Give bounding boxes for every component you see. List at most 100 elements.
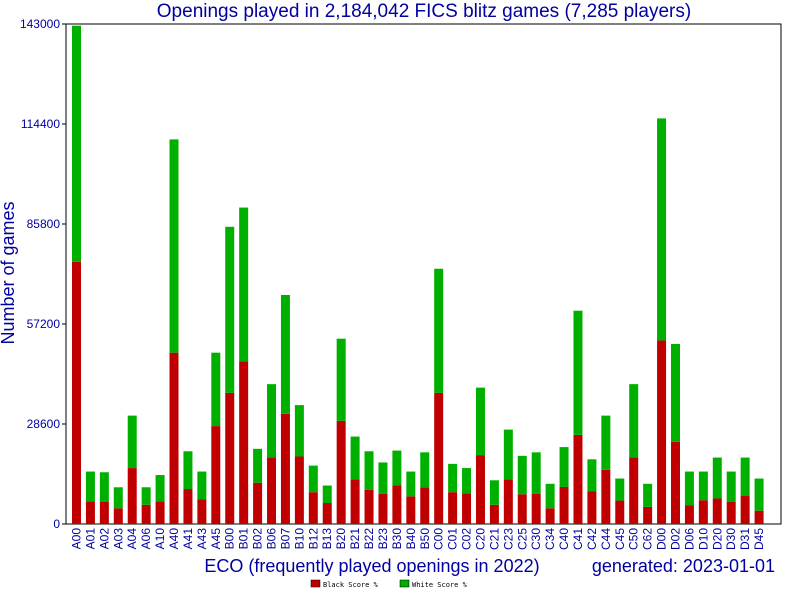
bar-black-b22	[364, 489, 374, 524]
bar-white-c40	[559, 447, 569, 487]
bar-black-a00	[72, 261, 81, 524]
bar-black-b30	[392, 485, 402, 524]
bar-white-c01	[448, 463, 458, 493]
bar-black-b50	[420, 487, 430, 524]
bar-white-b50	[420, 452, 430, 488]
bar-white-d45	[754, 478, 764, 511]
bar-black-a04	[127, 468, 137, 524]
bar-white-d00	[657, 118, 667, 341]
bar-white-b22	[364, 451, 374, 490]
bar-black-c02	[462, 493, 472, 524]
bar-white-d06	[684, 471, 694, 506]
bar-white-a03	[113, 487, 123, 509]
bars	[72, 25, 764, 524]
bar-black-b01	[239, 361, 249, 524]
legend-label-black: Black Score %	[323, 581, 379, 589]
bar-white-c62	[643, 483, 653, 507]
x-tick-label: A45	[209, 528, 223, 550]
bar-white-b12	[308, 465, 318, 493]
bar-black-a43	[197, 499, 207, 524]
y-tick-label: 85800	[27, 217, 61, 231]
y-tick-label: 114400	[21, 117, 60, 131]
x-tick-label: A10	[153, 528, 167, 550]
bar-black-c41	[573, 434, 583, 524]
x-tick-label: C25	[515, 528, 529, 550]
bar-black-a02	[99, 501, 109, 524]
x-tick-label: A04	[125, 528, 139, 550]
bar-white-c34	[545, 483, 555, 509]
bar-black-b20	[336, 420, 346, 524]
x-tick-label: D02	[668, 528, 682, 550]
x-tick-label: C41	[571, 528, 585, 550]
bar-white-a00	[72, 25, 81, 262]
x-tick-label: A06	[139, 528, 153, 550]
x-tick-label: A00	[70, 528, 84, 550]
x-tick-label: A43	[195, 528, 209, 550]
bar-black-a03	[113, 508, 123, 524]
y-axis-label: Number of games	[0, 201, 18, 344]
x-tick-label: B13	[320, 528, 334, 550]
bar-black-c42	[587, 491, 597, 524]
bar-white-a02	[99, 472, 109, 502]
y-tick-label: 0	[53, 517, 60, 531]
bar-white-b30	[392, 450, 402, 486]
generated-note: generated: 2023-01-01	[592, 556, 775, 576]
bar-black-c00	[434, 392, 444, 524]
bar-black-d06	[684, 505, 694, 524]
bar-white-d30	[726, 471, 736, 502]
bar-black-a41	[183, 489, 193, 524]
x-tick-label: D20	[710, 528, 724, 550]
bar-black-b13	[322, 503, 332, 524]
bar-white-b13	[322, 485, 332, 504]
bar-white-c21	[489, 480, 499, 505]
bar-black-a45	[211, 426, 221, 524]
bar-white-b21	[350, 436, 360, 480]
bar-black-c20	[475, 455, 485, 524]
category-labels: A00 A01 A02 A03 A04 A06 A10 A40 A41 A43 A45 B00 B01 B…	[70, 528, 767, 550]
bar-white-c20	[475, 387, 485, 456]
bar-white-c41	[573, 310, 583, 435]
legend: Black Score % White Score %	[310, 579, 468, 589]
x-tick-label: B40	[404, 528, 418, 550]
bar-black-c21	[489, 504, 499, 524]
bar-black-a40	[169, 352, 179, 524]
bar-black-c34	[545, 508, 555, 524]
x-tick-label: D06	[682, 528, 696, 550]
bar-white-c44	[601, 415, 611, 470]
bar-white-a01	[85, 471, 95, 502]
legend-swatch-black	[310, 579, 321, 588]
bar-black-b21	[350, 479, 360, 524]
bar-white-b20	[336, 338, 346, 421]
bar-white-c02	[462, 468, 472, 494]
bar-white-b02	[253, 448, 263, 483]
x-tick-label: B20	[334, 528, 348, 550]
bar-black-c30	[531, 493, 541, 524]
bar-white-c42	[587, 459, 597, 492]
x-tick-label: A01	[83, 528, 97, 550]
bar-white-d10	[698, 471, 708, 501]
x-tick-label: A03	[111, 528, 125, 550]
x-tick-label: D30	[724, 528, 738, 550]
bar-black-d30	[726, 501, 736, 524]
bar-black-d31	[740, 496, 750, 524]
bar-black-a06	[141, 504, 151, 524]
y-tick-label: 57200	[27, 317, 61, 331]
bar-white-b40	[406, 471, 416, 497]
bar-white-a04	[127, 415, 137, 469]
bar-white-b23	[378, 462, 388, 494]
bar-black-b23	[378, 493, 388, 524]
y-tick-label: 28600	[27, 417, 61, 431]
x-tick-label: B23	[376, 528, 390, 550]
bar-black-b10	[294, 456, 304, 524]
bar-white-a41	[183, 451, 193, 490]
x-tick-label: B30	[390, 528, 404, 550]
bar-white-b00	[225, 226, 235, 393]
x-tick-label: D31	[738, 528, 752, 550]
x-tick-label: D00	[655, 528, 669, 550]
x-tick-label: B00	[223, 528, 237, 550]
bar-white-b10	[294, 405, 304, 457]
x-tick-label: B02	[251, 528, 265, 550]
x-tick-label: C23	[501, 528, 515, 550]
x-tick-label: B50	[418, 528, 432, 550]
x-tick-label: C45	[613, 528, 627, 550]
